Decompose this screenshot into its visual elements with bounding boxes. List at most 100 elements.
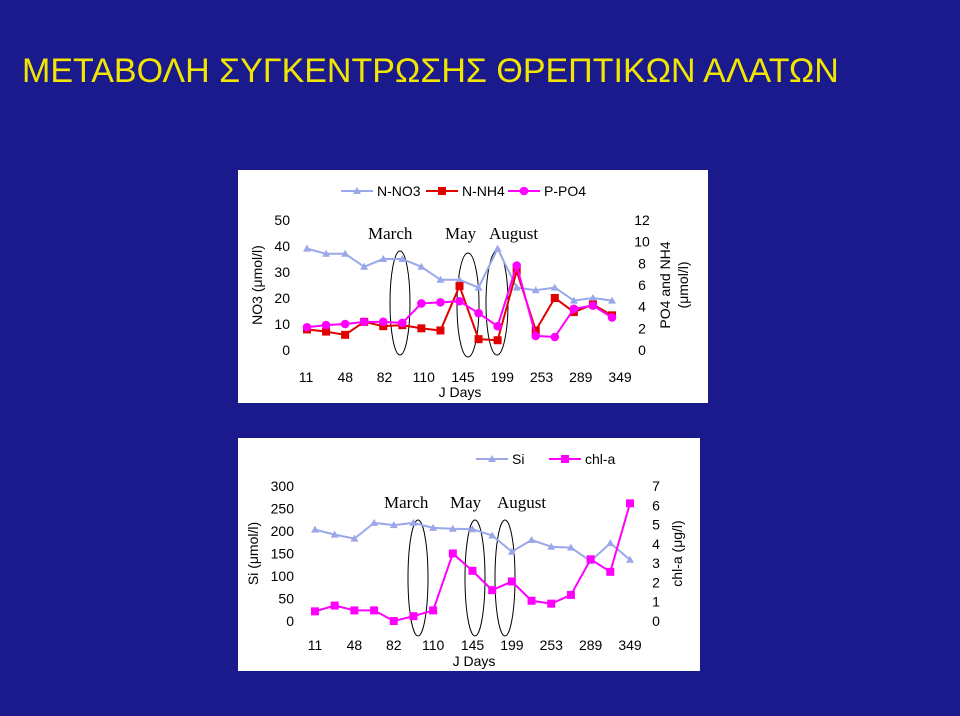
data-point-p-po4 xyxy=(302,322,312,332)
data-point-chl-a xyxy=(527,596,536,605)
y-tick-left: 10 xyxy=(274,316,290,332)
data-point-si xyxy=(507,547,516,555)
chart-nutrients: 0 10 20 30 40 50 0 2 4 6 8 10 12 11 48 82 110 145 199 253 28… xyxy=(249,183,691,400)
x-axis-label: J Days xyxy=(439,384,482,400)
data-point-n-nh4 xyxy=(379,322,388,331)
y-tick-left: 150 xyxy=(271,546,295,562)
y-tick-left: 0 xyxy=(282,342,290,358)
legend-label: chl-a xyxy=(585,451,616,467)
highlight-ellipse xyxy=(456,252,480,358)
y-tick-left: 200 xyxy=(271,523,295,539)
data-point-si xyxy=(547,542,556,550)
y-tick-right: 1 xyxy=(652,594,660,610)
y-tick-right: 4 xyxy=(652,536,660,552)
y-tick-right: 0 xyxy=(638,342,646,358)
x-tick-label: 199 xyxy=(491,369,515,385)
x-tick-label: 349 xyxy=(618,637,642,653)
data-point-n-no3 xyxy=(322,249,331,257)
y-tick-right: 12 xyxy=(634,212,650,228)
data-point-chl-a xyxy=(547,599,556,608)
data-point-p-po4 xyxy=(321,320,331,330)
data-point-n-no3 xyxy=(398,255,407,262)
y-tick-right: 7 xyxy=(652,478,660,494)
y-tick-right: 4 xyxy=(638,299,646,315)
legend-label: N-NO3 xyxy=(377,183,421,199)
legend-label: Si xyxy=(512,451,524,467)
data-point-si xyxy=(626,555,634,563)
x-tick-label: 199 xyxy=(500,637,524,653)
legend-marker xyxy=(438,187,446,195)
y-tick-left: 250 xyxy=(271,501,295,517)
data-point-n-nh4 xyxy=(322,327,331,336)
data-point-n-nh4 xyxy=(455,282,464,291)
data-point-chl-a xyxy=(389,617,398,625)
data-point-chl-a xyxy=(488,586,497,595)
data-point-n-no3 xyxy=(455,275,464,283)
x-tick-label: 145 xyxy=(451,369,475,385)
data-point-p-po4 xyxy=(340,319,350,329)
data-point-si xyxy=(429,523,438,531)
data-point-n-no3 xyxy=(550,283,559,291)
x-tick-label: 289 xyxy=(569,369,593,385)
x-tick-label: 11 xyxy=(308,637,323,653)
data-point-p-po4 xyxy=(550,332,560,342)
data-point-p-po4 xyxy=(359,317,369,327)
data-point-p-po4 xyxy=(588,301,598,310)
data-point-n-no3 xyxy=(379,255,388,262)
data-point-chl-a xyxy=(330,601,339,610)
legend-label: P-PO4 xyxy=(544,183,586,199)
data-point-chl-a xyxy=(586,555,595,564)
x-tick-label: 110 xyxy=(422,637,445,653)
x-tick-label: 289 xyxy=(579,637,603,653)
data-point-p-po4 xyxy=(417,299,426,308)
data-point-p-po4 xyxy=(512,261,521,270)
data-point-n-nh4 xyxy=(531,326,540,335)
x-axis-label: J Days xyxy=(453,653,496,669)
data-point-p-po4 xyxy=(531,331,541,341)
data-point-p-po4 xyxy=(493,321,502,331)
data-point-n-no3 xyxy=(474,283,483,291)
data-point-chl-a xyxy=(606,567,615,576)
data-point-si xyxy=(409,518,418,526)
data-point-n-no3 xyxy=(341,249,350,257)
x-tick-label: 48 xyxy=(337,369,353,385)
data-point-p-po4 xyxy=(607,313,617,322)
annotation-may: May xyxy=(450,493,482,512)
data-point-n-no3 xyxy=(588,294,597,301)
x-tick-label: 253 xyxy=(530,369,554,385)
data-point-n-nh4 xyxy=(550,294,559,302)
legend-label: N-NH4 xyxy=(462,183,505,199)
y-tick-right: 10 xyxy=(634,234,650,250)
data-point-chl-a xyxy=(507,577,516,586)
y-tick-left: 50 xyxy=(278,591,294,607)
legend-marker xyxy=(519,186,529,196)
data-point-chl-a xyxy=(468,566,477,575)
data-point-n-nh4 xyxy=(512,266,521,275)
data-point-n-no3 xyxy=(303,244,311,252)
chart-si-chla: 0 50 100 150 200 250 300 0 1 2 3 4 5 6 7 11 48 82 110 145 19… xyxy=(245,451,685,669)
y-tick-right: 2 xyxy=(652,574,660,590)
data-point-n-no3 xyxy=(436,275,445,283)
data-point-p-po4 xyxy=(474,308,483,318)
data-point-chl-a xyxy=(448,549,457,558)
y-tick-left: 100 xyxy=(271,568,295,584)
y-axis-label-right: PO4 and NH4 xyxy=(657,241,673,328)
y-tick-left: 20 xyxy=(274,290,290,306)
data-point-chl-a xyxy=(370,606,379,615)
y-tick-left: 50 xyxy=(274,212,290,228)
data-point-n-nh4 xyxy=(493,336,502,345)
data-point-n-nh4 xyxy=(341,330,350,339)
data-point-chl-a xyxy=(409,612,418,621)
data-point-n-no3 xyxy=(512,283,521,291)
y-tick-left: 30 xyxy=(274,264,290,280)
y-tick-right: 8 xyxy=(638,255,646,271)
data-point-chl-a xyxy=(311,607,319,616)
y-tick-right: 5 xyxy=(652,517,660,533)
legend-marker xyxy=(488,455,496,462)
data-point-chl-a xyxy=(429,606,438,615)
highlight-ellipse xyxy=(389,250,411,356)
data-point-n-no3 xyxy=(417,262,426,270)
y-axis-label-right: chl-a (μg/l) xyxy=(669,520,685,586)
y-tick-left: 0 xyxy=(286,613,294,629)
chart-panel-top: 0 10 20 30 40 50 0 2 4 6 8 10 12 11 48 82 110 145 199 253 28… xyxy=(238,170,708,403)
